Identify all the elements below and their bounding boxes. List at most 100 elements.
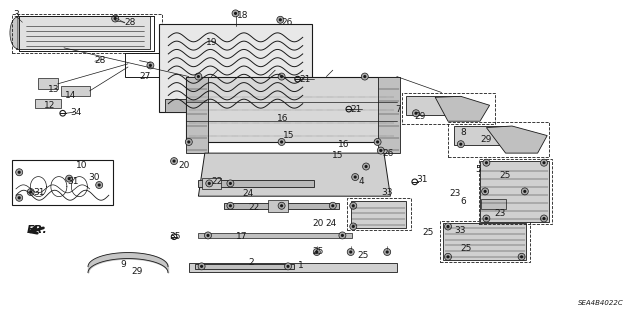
Text: 23: 23 [449, 189, 461, 198]
Polygon shape [351, 201, 406, 228]
Text: 23: 23 [494, 209, 506, 218]
Circle shape [349, 250, 352, 254]
Text: 24: 24 [242, 189, 253, 198]
Circle shape [522, 188, 528, 195]
Text: 12: 12 [44, 101, 55, 110]
Circle shape [98, 183, 100, 187]
Polygon shape [186, 77, 208, 153]
Text: 25: 25 [461, 244, 472, 253]
Circle shape [200, 265, 203, 268]
Text: 28: 28 [95, 56, 106, 65]
Circle shape [278, 202, 285, 209]
Bar [448, 122, 549, 157]
Circle shape [16, 169, 22, 176]
Polygon shape [480, 161, 549, 222]
Circle shape [232, 10, 239, 17]
Text: 20: 20 [178, 161, 189, 170]
Text: 17: 17 [236, 232, 247, 241]
Text: 7: 7 [396, 105, 401, 114]
Circle shape [186, 138, 192, 145]
Text: 29: 29 [415, 112, 426, 121]
Circle shape [445, 223, 451, 230]
Circle shape [485, 217, 488, 220]
Circle shape [341, 234, 344, 237]
Circle shape [278, 73, 285, 80]
Polygon shape [10, 17, 18, 49]
Circle shape [227, 180, 234, 187]
Circle shape [188, 140, 190, 144]
Circle shape [316, 250, 318, 254]
Polygon shape [165, 99, 306, 112]
Circle shape [114, 17, 116, 20]
Circle shape [350, 202, 356, 209]
Circle shape [543, 217, 545, 220]
Circle shape [147, 62, 154, 69]
Text: 20: 20 [312, 219, 324, 228]
Polygon shape [186, 77, 397, 142]
Text: 5: 5 [475, 165, 481, 174]
Circle shape [445, 253, 451, 260]
Circle shape [458, 141, 464, 148]
Circle shape [195, 73, 202, 80]
Text: 4: 4 [358, 177, 364, 186]
Circle shape [314, 249, 320, 256]
Circle shape [378, 147, 384, 154]
Circle shape [362, 73, 368, 80]
Circle shape [485, 161, 488, 164]
Circle shape [173, 160, 175, 163]
Polygon shape [486, 126, 547, 153]
Text: 27: 27 [140, 72, 151, 81]
Bar [347, 198, 411, 230]
Text: 31: 31 [33, 188, 45, 197]
Circle shape [348, 249, 354, 256]
Bar [479, 159, 552, 224]
Circle shape [374, 138, 381, 145]
Text: 15: 15 [283, 131, 294, 140]
Polygon shape [61, 86, 90, 96]
Circle shape [520, 255, 523, 258]
Bar [12, 14, 162, 53]
Circle shape [29, 190, 32, 194]
Circle shape [208, 182, 211, 185]
Circle shape [18, 171, 20, 174]
Text: 31: 31 [416, 175, 428, 184]
Polygon shape [198, 153, 390, 196]
Circle shape [363, 163, 369, 170]
Polygon shape [406, 96, 461, 115]
Polygon shape [435, 96, 490, 121]
Circle shape [482, 188, 488, 195]
Text: 25: 25 [357, 251, 369, 260]
Bar [125, 53, 176, 77]
Text: 10: 10 [76, 161, 87, 170]
Circle shape [149, 64, 152, 67]
Polygon shape [224, 203, 339, 209]
Circle shape [380, 149, 382, 152]
Circle shape [96, 182, 102, 189]
Circle shape [484, 190, 486, 193]
Polygon shape [35, 99, 61, 108]
Circle shape [285, 263, 291, 270]
Circle shape [287, 265, 289, 268]
Circle shape [483, 215, 490, 222]
Text: 9: 9 [120, 260, 126, 269]
Circle shape [330, 202, 336, 209]
Polygon shape [159, 24, 312, 112]
Text: 21: 21 [351, 105, 362, 114]
Text: 2: 2 [248, 258, 254, 267]
Polygon shape [481, 199, 506, 209]
Circle shape [524, 190, 526, 193]
Text: 21: 21 [300, 75, 311, 84]
Text: 30: 30 [88, 173, 100, 182]
Text: 1: 1 [298, 261, 303, 270]
Circle shape [365, 165, 367, 168]
Circle shape [460, 143, 462, 146]
Circle shape [386, 250, 388, 254]
Circle shape [171, 158, 177, 165]
Circle shape [16, 194, 22, 201]
Circle shape [332, 204, 334, 207]
Circle shape [280, 75, 283, 78]
Circle shape [350, 223, 356, 230]
Polygon shape [268, 200, 288, 212]
Polygon shape [378, 77, 400, 153]
Text: 8: 8 [461, 128, 467, 137]
